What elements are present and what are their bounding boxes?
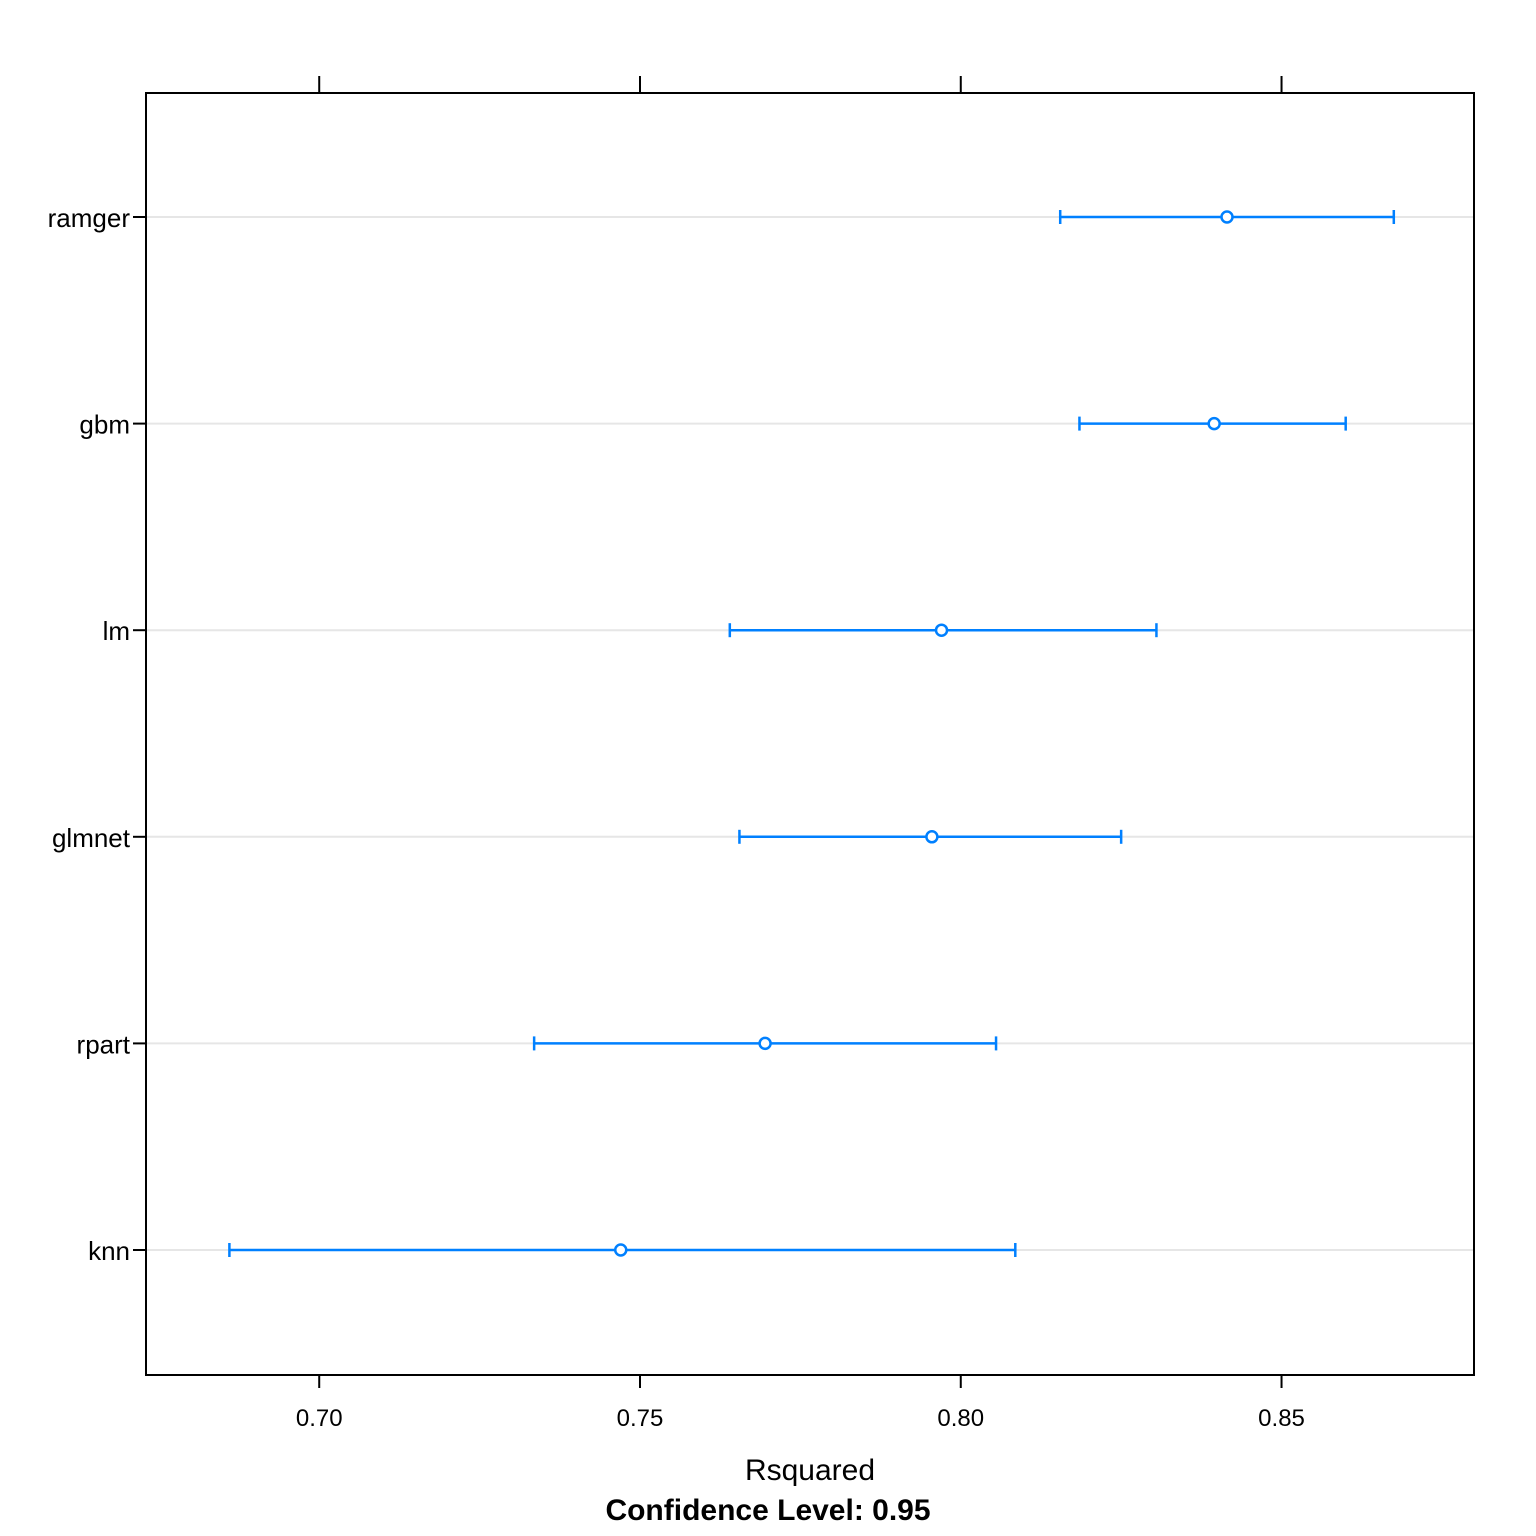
- y-tick-label-gbm: gbm: [79, 410, 130, 440]
- label-layer: ramger gbm lm glmnet rpart knn 0.70 0.75 0.80 0.8…: [48, 203, 1305, 1432]
- estimate-point-knn: [613, 1243, 628, 1257]
- x-tick-label-2: 0.80: [937, 1405, 984, 1432]
- grid-layer: [146, 216, 1474, 1251]
- estimate-point-ramger: [1220, 210, 1234, 224]
- estimate-point-rpart: [758, 1036, 772, 1051]
- chart-subtitle: Confidence Level: 0.95: [605, 1494, 930, 1527]
- y-tick-label-glmnet: glmnet: [52, 823, 131, 853]
- x-tick-label-1: 0.75: [617, 1405, 664, 1432]
- y-tick-label-lm: lm: [103, 616, 130, 646]
- y-tick-label-knn: knn: [88, 1236, 130, 1266]
- interval-layer: [228, 210, 1396, 1257]
- plot-frame: [145, 92, 1475, 1376]
- tick-layer: [133, 76, 1283, 1388]
- x-tick-label-0: 0.70: [296, 1405, 343, 1432]
- estimate-point-gbm: [1207, 416, 1221, 431]
- x-tick-label-3: 0.85: [1258, 1405, 1305, 1432]
- x-axis-title: Rsquared: [745, 1454, 875, 1487]
- estimate-point-glmnet: [925, 830, 939, 844]
- y-tick-label-ramger: ramger: [48, 203, 131, 233]
- y-tick-label-rpart: rpart: [77, 1029, 131, 1059]
- estimate-point-lm: [934, 623, 949, 637]
